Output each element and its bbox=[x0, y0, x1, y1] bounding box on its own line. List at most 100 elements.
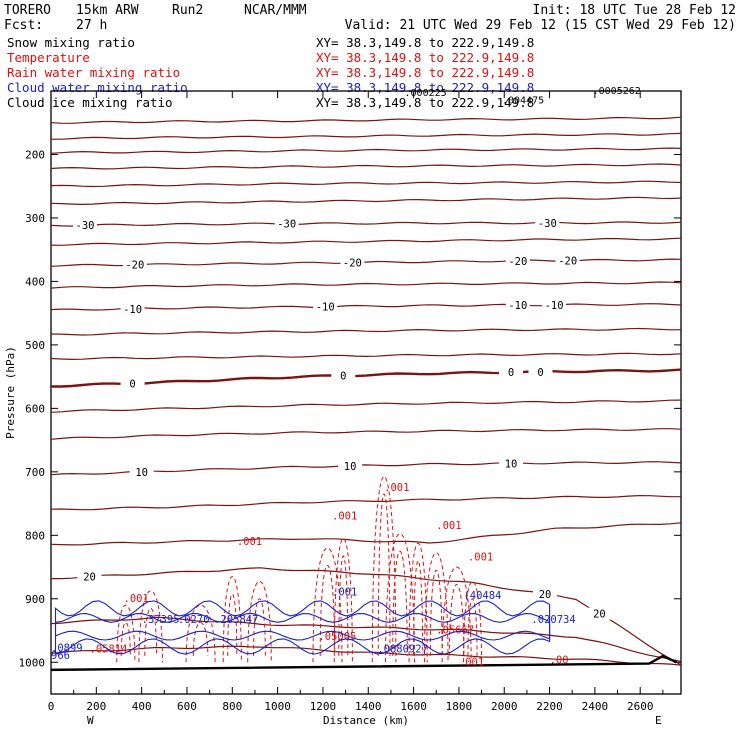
contour-label-bg bbox=[331, 369, 356, 382]
temperature-contour-label: 0 bbox=[129, 378, 135, 390]
temperature-contour-label: 10 bbox=[344, 461, 357, 473]
valid-time: Valid: 21 UTC Wed 29 Feb 12 (15 CST Wed … bbox=[345, 18, 736, 33]
x-tick-label: 1000 bbox=[264, 700, 291, 713]
temperature-contour-label: -20 bbox=[558, 255, 577, 267]
x-tick-label: 800 bbox=[222, 700, 242, 713]
temperature-contour bbox=[50, 616, 682, 663]
x-tick-label: 200 bbox=[86, 700, 106, 713]
contour-label-bg bbox=[77, 570, 102, 583]
temperature-contour-label: 20 bbox=[593, 609, 606, 621]
init-time: Init: 18 UTC Tue 28 Feb 12 bbox=[533, 3, 737, 18]
rain-contour bbox=[333, 538, 353, 663]
x-tick-label: 1400 bbox=[355, 700, 382, 713]
temperature-contour bbox=[50, 281, 682, 289]
cloud-water-label: (40484 bbox=[463, 590, 501, 602]
legend-field: Cloud ice mixing ratio bbox=[7, 95, 173, 110]
temperature-contour-label: -10 bbox=[123, 304, 142, 316]
temperature-contour bbox=[50, 399, 682, 413]
contour-label-bg bbox=[122, 258, 147, 271]
cloud-water-label: .020734 bbox=[531, 614, 575, 626]
legend-field: Rain water mixing ratio bbox=[7, 65, 180, 80]
cloud-water-label: .0899 bbox=[51, 642, 83, 654]
temperature-contour-label: 0 bbox=[340, 371, 346, 383]
x-tick-label: 600 bbox=[177, 700, 197, 713]
plot-frame bbox=[50, 90, 682, 695]
x-tick-label: 2600 bbox=[627, 700, 654, 713]
rain-contour bbox=[423, 552, 449, 663]
rain-contour-label: .001 bbox=[124, 593, 149, 605]
rain-contour bbox=[441, 566, 472, 663]
legend-field: Cloud water mixing ratio bbox=[7, 80, 188, 95]
contour-label-bg bbox=[340, 256, 365, 269]
cloud-water-label: .37395 bbox=[142, 614, 180, 626]
cloud-water-label: .0270 bbox=[178, 614, 210, 626]
rain-contour-label: .05005 bbox=[318, 631, 356, 643]
cloud-water-contour bbox=[54, 600, 551, 655]
y-tick-label: 800 bbox=[25, 529, 45, 542]
x-axis-label: Distance (km) bbox=[323, 714, 409, 727]
contour-label-bg bbox=[129, 465, 154, 478]
temperature-contour-label: -10 bbox=[545, 300, 564, 312]
temperature-contour bbox=[50, 327, 682, 336]
contour-label-bg bbox=[120, 302, 145, 315]
rain-contour-label: .001 bbox=[436, 520, 461, 532]
legend-field: Temperature bbox=[7, 50, 90, 65]
y-tick-label: 200 bbox=[25, 148, 45, 161]
x-tick-label: 1600 bbox=[400, 700, 427, 713]
header: TORERO 15km ARW Run2 NCAR/MMM Init: 18 U… bbox=[4, 3, 736, 33]
rain-contour-inner bbox=[377, 493, 391, 656]
temperature-contour bbox=[50, 116, 682, 124]
temperature-contour-label: 20 bbox=[539, 589, 552, 601]
contour-label-bg bbox=[338, 459, 363, 472]
contour-label-bg bbox=[120, 377, 145, 390]
contour-label-bg bbox=[313, 300, 338, 313]
temperature-contours: -30 -30 -30 -20 -20 -20 -20 -10 -10 -10 -10 0 0 0 0 10 1… bbox=[50, 116, 682, 666]
west-endpoint: W bbox=[87, 714, 94, 727]
cloud-water-contours: .001 .0880927 (40484 .020734 .37395.0270 .205… bbox=[51, 587, 576, 662]
x-tick-label: 2400 bbox=[582, 700, 609, 713]
temperature-contour bbox=[51, 132, 682, 140]
temperature-contour bbox=[50, 180, 682, 188]
rain-contour-inner bbox=[253, 598, 266, 656]
forecast-label: Fcst: bbox=[4, 18, 43, 33]
x-tick-label: 2200 bbox=[536, 700, 563, 713]
rain-contour-label: .00 bbox=[550, 655, 569, 667]
temperature-contour bbox=[50, 237, 682, 246]
temperature-contour-label: -20 bbox=[508, 256, 527, 268]
rain-contour bbox=[185, 604, 216, 663]
rain-contour-inner bbox=[392, 550, 408, 656]
y-tick-label: 700 bbox=[25, 466, 45, 479]
rain-contour bbox=[384, 533, 415, 663]
contour-label-bg bbox=[542, 298, 567, 311]
temperature-contour-label: -10 bbox=[316, 302, 335, 314]
contour-label-bg bbox=[555, 254, 580, 267]
temperature-contour-label: 10 bbox=[505, 458, 518, 470]
field-legend: Snow mixing ratio XY= 38.3,149.8 to 222.9… bbox=[7, 35, 534, 110]
temperature-contour-label: -20 bbox=[125, 260, 144, 272]
contour-label-bg bbox=[505, 254, 530, 267]
x-tick-label: 1800 bbox=[446, 700, 473, 713]
rain-contour bbox=[462, 580, 483, 663]
contour-label-bg bbox=[587, 607, 612, 620]
y-tick-label: 300 bbox=[25, 212, 45, 225]
contour-label-bg bbox=[499, 457, 524, 470]
org-label: NCAR/MMM bbox=[244, 3, 307, 18]
rain-contour-inner bbox=[227, 593, 238, 656]
rain-contour-label: .001 bbox=[237, 536, 262, 548]
rain-contour-inner bbox=[338, 555, 349, 656]
rain-contour-inner bbox=[192, 622, 209, 656]
extremum-label: .0005262 bbox=[593, 86, 641, 97]
rain-contour bbox=[371, 476, 397, 663]
contour-label-bg bbox=[533, 588, 558, 601]
rain-contour bbox=[222, 576, 242, 663]
extremum-label: .004475 bbox=[502, 96, 544, 107]
temperature-contour-label: -30 bbox=[538, 218, 557, 230]
legend-extent: XY= 38.3,149.8 to 222.9,149.8 bbox=[316, 65, 534, 80]
rain-contour-inner bbox=[429, 569, 443, 656]
cloud-water-label: .0880927 bbox=[377, 644, 428, 656]
y-tick-label: 400 bbox=[25, 275, 45, 288]
contour-label-bg bbox=[499, 366, 524, 379]
cloud-water-label: .205847 bbox=[214, 614, 258, 626]
temperature-contour-label: 0 bbox=[508, 367, 514, 379]
